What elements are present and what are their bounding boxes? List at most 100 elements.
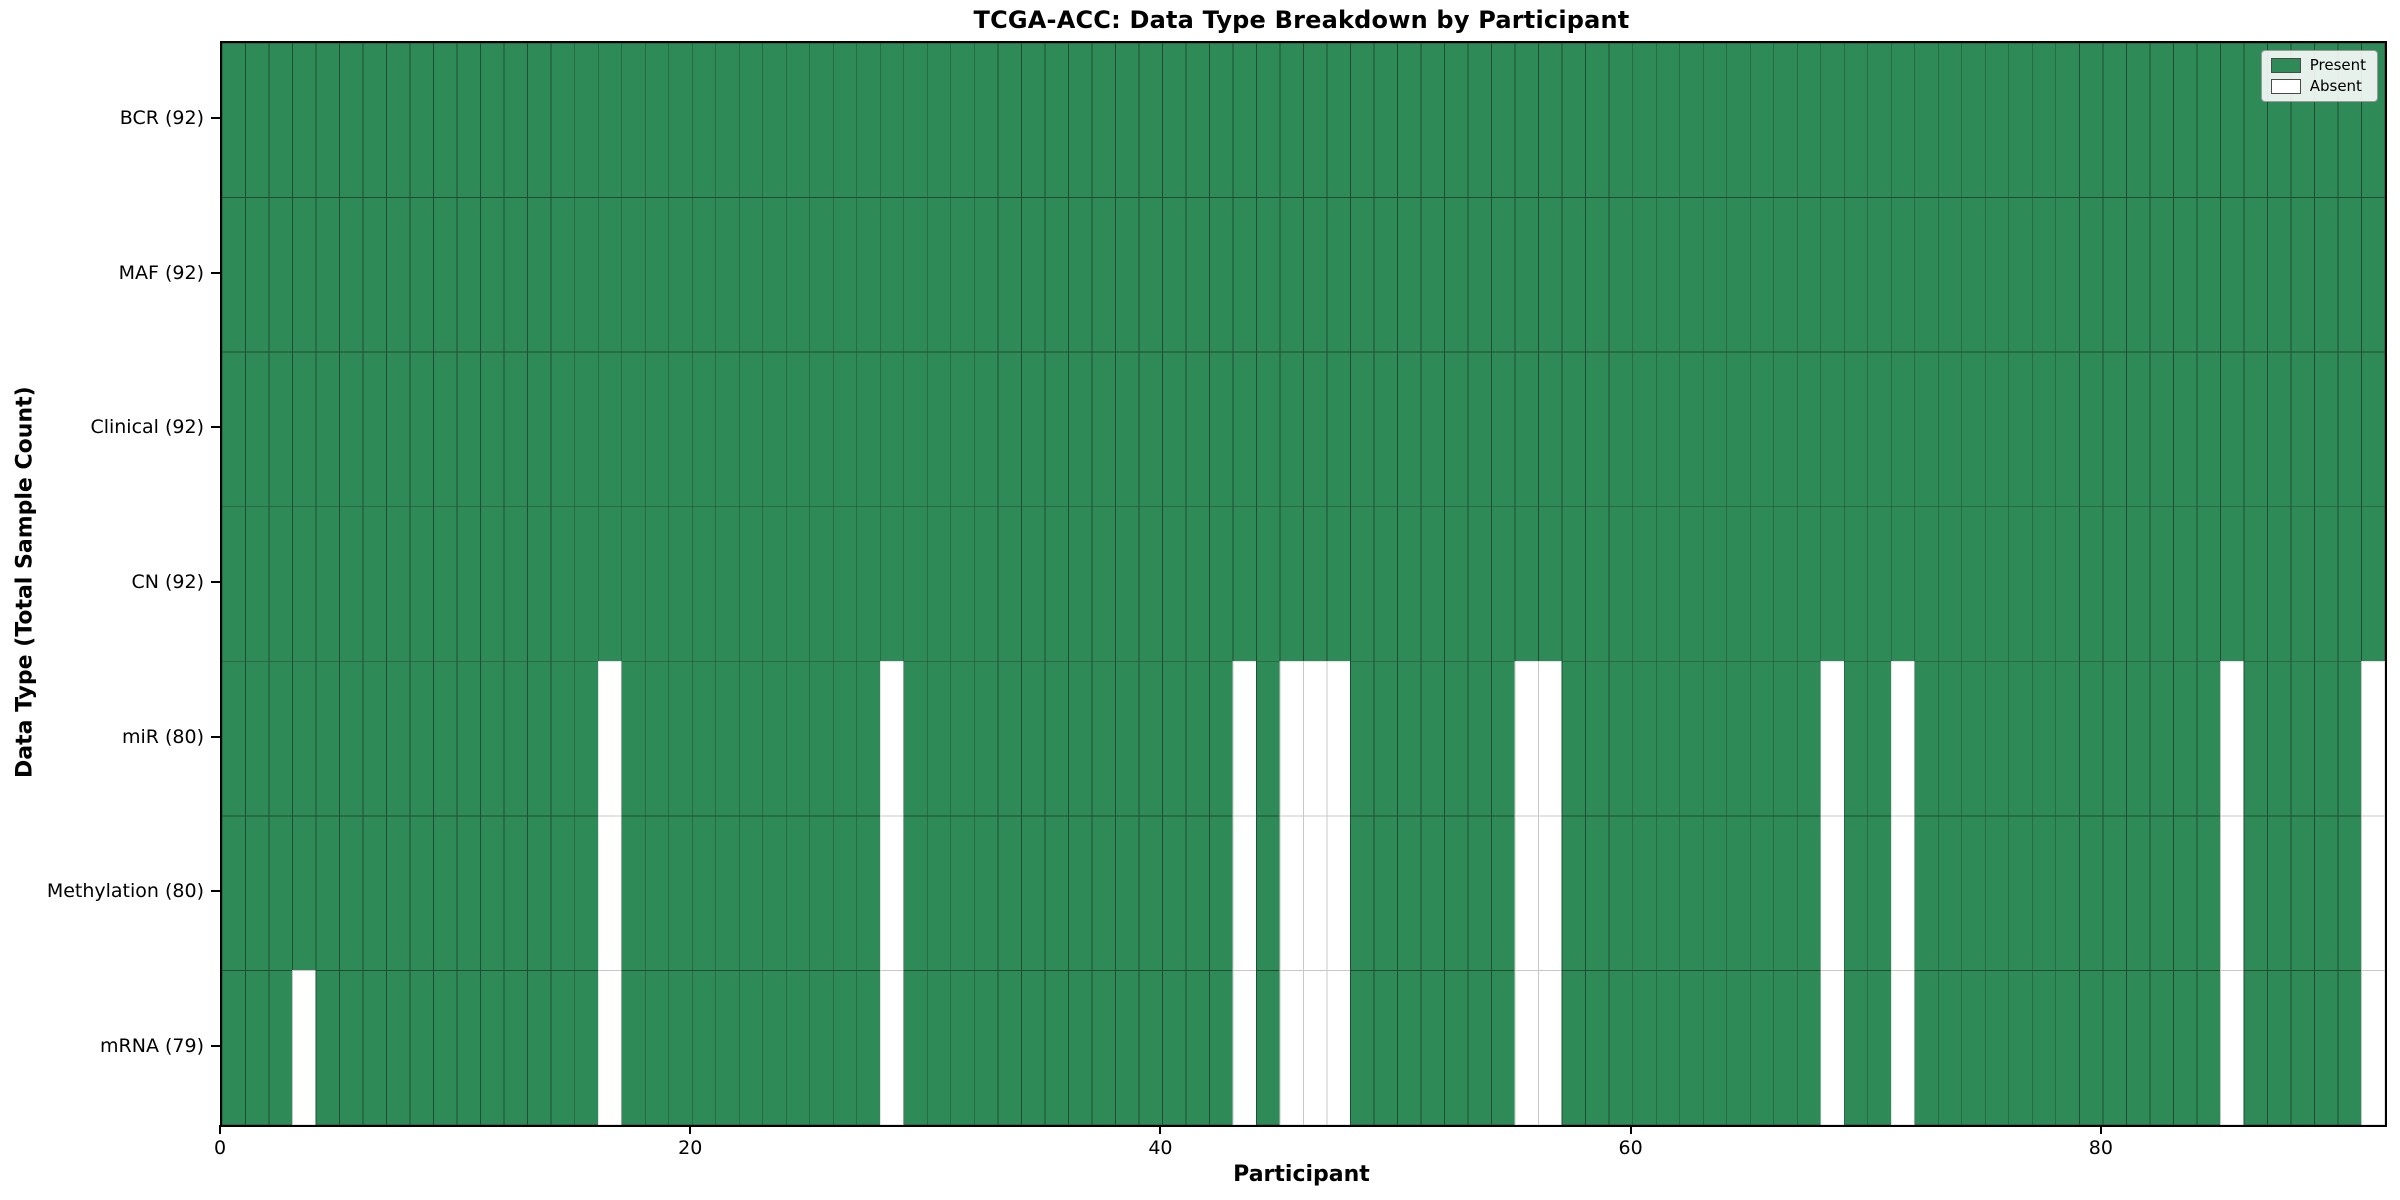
heatmap-cell [433,43,458,198]
heatmap-cell [950,815,975,971]
heatmap-cell [1514,970,1540,1125]
heatmap-cell [1961,970,1986,1125]
heatmap-cell [1914,43,1939,198]
heatmap-cell [480,43,505,198]
heatmap-cell [1984,815,2010,971]
heatmap-cell [2337,815,2362,971]
plot-area: Present Absent [220,41,2387,1127]
heatmap-cell [738,506,764,662]
heatmap-cell [2361,351,2385,508]
heatmap-cell [1984,506,2010,662]
heatmap-cell [879,815,905,971]
heatmap-cell [1420,197,1445,353]
heatmap-cell [2102,815,2127,971]
heatmap-cell [715,351,740,508]
heatmap-cell [879,506,905,662]
heatmap-cell [1914,815,1939,971]
heatmap-cell [1467,197,1492,353]
heatmap-cell [362,815,387,971]
heatmap-cell [1961,197,1986,353]
heatmap-cell [1679,197,1704,353]
heatmap-cell [1514,815,1540,971]
y-tick-mark [211,581,220,583]
heatmap-cell [245,815,270,971]
heatmap-cell [1538,43,1563,198]
y-tick-label: MAF (92) [118,261,204,284]
legend: Present Absent [2260,50,2378,102]
heatmap-cell [1420,815,1445,971]
heatmap-cell [2055,351,2080,508]
heatmap-cell [832,43,858,198]
heatmap-cell [2361,506,2385,662]
heatmap-cell [574,660,599,817]
heatmap-cell [903,43,928,198]
heatmap-cell [1115,197,1140,353]
x-tick-mark [1629,1125,1632,1134]
heatmap-cell [1514,351,1540,508]
heatmap-cell [550,660,576,817]
heatmap-cell [856,506,881,662]
y-tick-label: CN (92) [131,571,204,593]
heatmap-cell [1937,815,1963,971]
heatmap-cell [503,970,529,1125]
heatmap-cell [1514,197,1540,353]
heatmap-cell [832,506,858,662]
heatmap-cell [785,970,811,1125]
heatmap-cell [997,197,1022,353]
heatmap-cell [2267,815,2292,971]
heatmap-cell [2078,506,2104,662]
heatmap-cell [339,815,364,971]
heatmap-cell [1232,660,1257,817]
heatmap-cell [1890,970,1916,1125]
heatmap-cell [2173,660,2198,817]
heatmap-cell [2031,970,2057,1125]
heatmap-cell [433,970,458,1125]
heatmap-cell [1115,815,1140,971]
heatmap-cell [1138,506,1163,662]
heatmap-cell [1820,815,1845,971]
heatmap-cell [2078,815,2104,971]
heatmap-cell [1655,815,1681,971]
heatmap-cell [480,506,505,662]
heatmap-cell [785,351,811,508]
heatmap-cell [738,815,764,971]
heatmap-cell [1397,815,1422,971]
heatmap-cell [1632,351,1657,508]
heatmap-cell [856,660,881,817]
heatmap-cell [2220,351,2245,508]
heatmap-cell [2243,197,2268,353]
heatmap-cell [950,351,975,508]
heatmap-cell [456,197,482,353]
heatmap-cell [503,197,529,353]
heatmap-cell [1679,351,1704,508]
heatmap-cell [715,197,740,353]
heatmap-cell [1538,970,1563,1125]
heatmap-cell [433,351,458,508]
heatmap-cell [668,43,693,198]
heatmap-cell [2243,970,2268,1125]
heatmap-cell [1209,351,1234,508]
heatmap-cell [1726,815,1751,971]
heatmap-cell [1397,506,1422,662]
y-tick-label: mRNA (79) [100,1034,204,1057]
heatmap-cell [1067,970,1093,1125]
heatmap-cell [973,351,999,508]
heatmap-cell [1350,970,1375,1125]
heatmap-cell [1538,815,1563,971]
legend-item-present: Present [2270,58,2366,73]
x-tick-label: 20 [678,1137,703,1159]
heatmap-cell [997,351,1022,508]
heatmap-cell [1350,351,1375,508]
heatmap-cell [1350,506,1375,662]
heatmap-cell [997,970,1022,1125]
heatmap-cell [2031,351,2057,508]
heatmap-cell [1444,660,1469,817]
heatmap-cell [903,660,928,817]
heatmap-cell [1561,660,1587,817]
heatmap-cell [1467,660,1492,817]
heatmap-cell [2337,506,2362,662]
heatmap-cell [1044,43,1069,198]
heatmap-cell [1397,197,1422,353]
heatmap-cell [879,351,905,508]
heatmap-cell [1256,815,1281,971]
